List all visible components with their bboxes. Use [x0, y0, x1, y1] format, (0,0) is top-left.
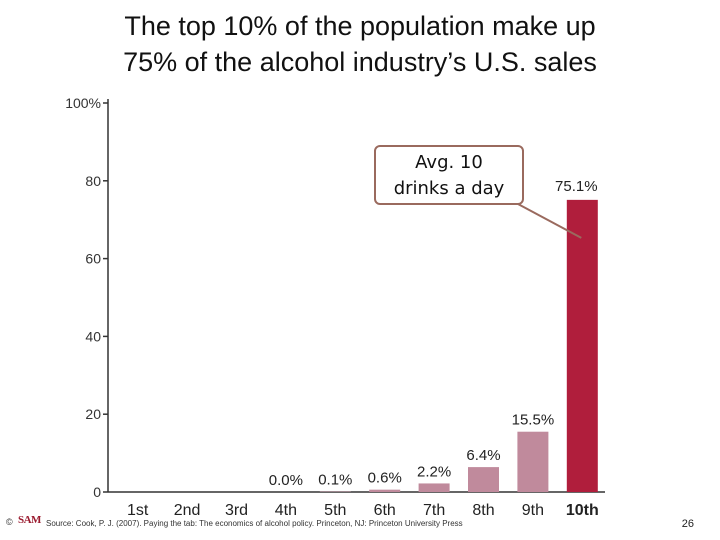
bar-10th [566, 199, 598, 492]
data-label: 2.2% [417, 463, 451, 480]
y-tick-label: 0 [93, 484, 101, 500]
category-label: 7th [423, 502, 445, 519]
callout-line-1: Avg. 10 [415, 152, 483, 173]
data-label: 0.1% [318, 472, 352, 489]
data-label: 6.4% [466, 447, 500, 464]
bar-6th [369, 489, 401, 492]
bar-7th [418, 483, 450, 492]
y-tick-label: 20 [85, 406, 101, 422]
title-line-2: 75% of the alcohol industry’s U.S. sales [123, 47, 597, 77]
category-label: 4th [275, 502, 297, 519]
copyright-mark: © [6, 517, 13, 527]
y-tick-label: 100% [65, 95, 101, 111]
sam-logo: SAM [18, 514, 41, 526]
data-label: 0.6% [368, 470, 402, 487]
y-tick-label: 80 [85, 173, 101, 189]
category-label: 10th [566, 502, 599, 519]
title-line-1: The top 10% of the population make up [124, 11, 596, 41]
category-label: 8th [472, 502, 494, 519]
bar-9th [517, 431, 549, 492]
category-label: 3rd [225, 502, 248, 519]
category-label: 6th [374, 502, 396, 519]
bar-8th [468, 467, 499, 492]
callout-box: Avg. 10 drinks a day [374, 145, 524, 205]
callout-pointer [517, 203, 582, 239]
data-label: 75.1% [555, 178, 598, 195]
page-number: 26 [681, 518, 694, 530]
callout-line-2: drinks a day [393, 178, 505, 199]
source-citation: Source: Cook, P. J. (2007). Paying the t… [46, 519, 463, 528]
category-label: 5th [324, 502, 346, 519]
y-tick-label: 60 [85, 251, 101, 267]
category-label: 9th [522, 502, 544, 519]
y-tick-label: 40 [85, 328, 101, 344]
category-label: 2nd [174, 502, 201, 519]
data-label: 0.0% [269, 472, 303, 489]
slide-title: The top 10% of the population make up 75… [20, 8, 700, 80]
data-label: 15.5% [512, 412, 555, 429]
category-label: 1st [127, 502, 149, 519]
